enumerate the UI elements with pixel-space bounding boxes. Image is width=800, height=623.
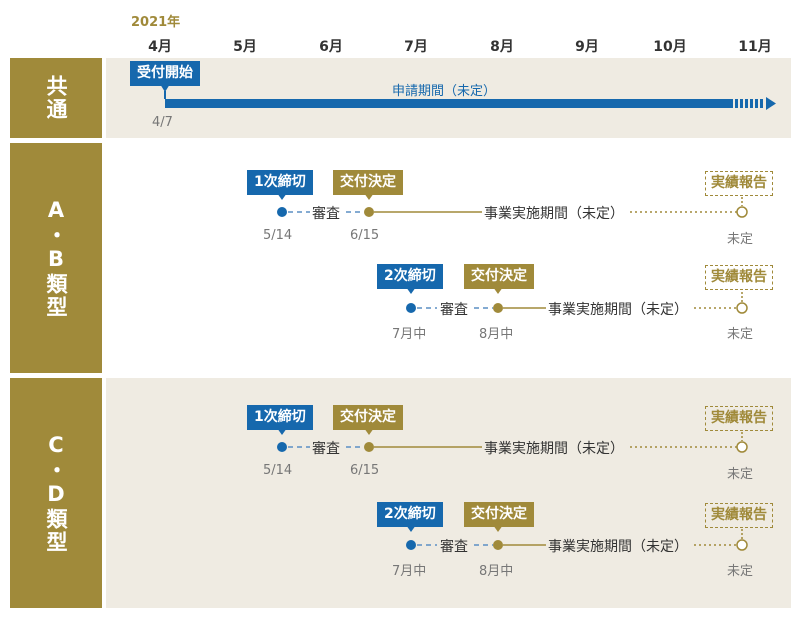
month-sep: 9月 (575, 39, 599, 55)
panel-common (106, 58, 791, 138)
ab-r1-decision-tag: 交付決定 (333, 170, 403, 195)
ab-r1-deadline-tag: 1次締切 (247, 170, 313, 195)
month-jul: 7月 (404, 39, 428, 55)
month-may: 5月 (233, 39, 257, 55)
cd-r2-report-tag: 実績報告 (705, 503, 773, 528)
panel-ab (106, 143, 791, 373)
ab-r2-deadline-date: 7月中 (392, 327, 427, 342)
month-aug: 8月 (490, 39, 514, 55)
ab-r1-period: 事業実施期間（未定） (484, 206, 624, 222)
ab-r1-review: 審査 (312, 206, 340, 222)
ab-r1-deadline-dot (277, 207, 287, 217)
ab-r1-report-date: 未定 (727, 232, 754, 247)
cd-r1-deadline-tag: 1次締切 (247, 405, 313, 430)
panel-cd (106, 378, 791, 608)
cd-r2-review: 審査 (440, 539, 468, 555)
cd-r1-decision-tag: 交付決定 (333, 405, 403, 430)
month-oct: 10月 (653, 39, 687, 55)
cd-r2-report-date: 未定 (727, 564, 754, 579)
category-common: 共通 (10, 58, 102, 138)
ab-r1-report-dot (736, 206, 748, 218)
category-cd: C・D類型 (10, 378, 102, 608)
application-period-label: 申請期間（未定） (392, 84, 497, 99)
ab-r2-deadline-tag: 2次締切 (377, 264, 443, 289)
ab-r1-deadline-date: 5/14 (263, 228, 293, 243)
ab-r2-period: 事業実施期間（未定） (548, 302, 688, 318)
ab-round1-lines (277, 193, 748, 218)
cd-r1-report-tag: 実績報告 (705, 406, 773, 431)
cd-r1-period: 事業実施期間（未定） (484, 441, 624, 457)
ab-r2-decision-date: 8月中 (479, 327, 514, 342)
cd-r1-decision-date: 6/15 (350, 463, 380, 478)
cd-r1-report-date: 未定 (727, 467, 754, 482)
cd-r2-period: 事業実施期間（未定） (548, 539, 688, 555)
start-pointer (160, 84, 170, 92)
cd-r2-decision-tag: 交付決定 (464, 502, 534, 527)
application-period-dashes (735, 99, 763, 108)
cd-r2-decision-date: 8月中 (479, 564, 514, 579)
cd-r2-deadline-date: 7月中 (392, 564, 427, 579)
month-nov: 11月 (738, 39, 772, 55)
ab-r2-report-date: 未定 (727, 327, 754, 342)
cd-r2-deadline-tag: 2次締切 (377, 502, 443, 527)
cd-r1-deadline-date: 5/14 (263, 463, 293, 478)
ab-r2-report-tag: 実績報告 (705, 265, 773, 290)
application-period-arrowhead (766, 97, 776, 110)
start-date: 4/7 (152, 115, 173, 130)
start-tag: 受付開始 (130, 61, 200, 86)
application-period-bar (165, 99, 733, 108)
cd-r1-review: 審査 (312, 441, 340, 457)
ab-r2-review: 審査 (440, 302, 468, 318)
ab-r2-decision-tag: 交付決定 (464, 264, 534, 289)
ab-r1-decision-dot (364, 207, 374, 217)
category-ab: A・B類型 (10, 143, 102, 373)
month-apr: 4月 (148, 39, 172, 55)
ab-r1-report-tag: 実績報告 (705, 171, 773, 196)
ab-r1-decision-date: 6/15 (350, 228, 380, 243)
year-label: 2021年 (131, 15, 181, 30)
month-jun: 6月 (319, 39, 343, 55)
